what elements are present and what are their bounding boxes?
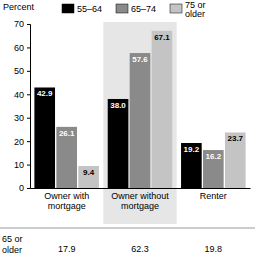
y-tick: 70 <box>14 19 30 29</box>
bar <box>225 132 246 188</box>
data-label: 57.6 <box>132 55 148 64</box>
y-tick: 40 <box>14 90 30 100</box>
legend-swatch <box>62 4 74 13</box>
bar <box>108 99 129 188</box>
legend-item: 75 orolder <box>170 0 206 19</box>
y-tick: 20 <box>14 137 30 147</box>
y-tick-label: 40 <box>14 90 24 100</box>
bar <box>203 150 224 188</box>
data-label: 67.1 <box>154 33 170 42</box>
legend-item: 65–74 <box>116 4 156 14</box>
x-tick: Owner withoutmortgage <box>111 188 169 211</box>
y-tick: 0 <box>19 183 30 193</box>
y-tick: 50 <box>14 66 30 76</box>
text-line: 65 or <box>2 234 23 244</box>
y-tick-label: 0 <box>19 183 24 193</box>
text-line: Owner without <box>111 191 169 201</box>
legend: 55–64 65–74 75 orolder <box>62 0 206 19</box>
table-row-label: 65 orolder <box>2 234 23 255</box>
data-label: 38.0 <box>110 101 126 110</box>
text-line: older <box>2 245 22 255</box>
table: 65 orolder 17.9 62.3 19.8 <box>0 228 255 255</box>
bars <box>34 31 245 188</box>
chart: 42.9 38.0 19.2 26.1 57.6 16.2 9.4 67.1 23.7 0 10 20… <box>0 0 255 262</box>
legend-label: 75 orolder <box>185 0 206 19</box>
bar <box>181 143 202 188</box>
x-axis-line <box>31 188 251 189</box>
y-axis-title: Percent <box>3 2 35 12</box>
legend-label: 55–64 <box>77 4 102 14</box>
bar <box>130 53 151 188</box>
text-line: 65–74 <box>131 4 156 14</box>
x-tick-label: Owner withmortgage <box>44 191 89 211</box>
data-label: 26.1 <box>59 129 75 138</box>
y-tick-label: 50 <box>14 66 24 76</box>
y-tick-mark <box>27 141 30 142</box>
data-labels: 42.9 38.0 19.2 26.1 57.6 16.2 9.4 67.1 23.7 <box>37 33 244 177</box>
y-tick-label: 20 <box>14 137 24 147</box>
table-rule <box>0 228 255 229</box>
x-tick: Renter <box>200 188 227 201</box>
table-cell: 19.8 <box>205 244 223 254</box>
data-label: 23.7 <box>228 134 244 143</box>
y-tick-mark <box>27 118 30 119</box>
data-label: 19.2 <box>184 145 200 154</box>
text-line: 55–64 <box>77 4 102 14</box>
y-tick-label: 60 <box>14 43 24 53</box>
bar <box>34 87 55 188</box>
y-tick-mark <box>27 47 30 48</box>
y-tick-mark <box>27 188 30 189</box>
y-tick: 60 <box>14 43 30 53</box>
data-label: 9.4 <box>83 168 95 177</box>
x-axis: Owner withmortgageOwner withoutmortgageR… <box>31 188 251 211</box>
text-line: mortgage <box>121 201 159 211</box>
y-tick-mark <box>27 24 30 25</box>
table-cell: 17.9 <box>58 244 76 254</box>
x-tick-label: Renter <box>200 191 227 201</box>
y-tick-label: 70 <box>14 19 24 29</box>
table-cell: 62.3 <box>131 244 149 254</box>
legend-swatch <box>170 4 182 13</box>
text-line: older <box>185 9 205 19</box>
y-axis-line <box>27 25 31 189</box>
bar <box>152 31 173 188</box>
text-line: Owner with <box>44 191 89 201</box>
data-label: 16.2 <box>206 152 222 161</box>
bar <box>56 127 77 188</box>
y-tick-label: 10 <box>14 160 24 170</box>
y-tick-label: 30 <box>14 113 24 123</box>
x-tick: Owner withmortgage <box>44 188 89 211</box>
y-tick: 10 <box>14 160 30 170</box>
group-shading <box>103 22 176 224</box>
y-tick-mark <box>27 71 30 72</box>
bar <box>78 166 99 188</box>
y-tick-mark <box>27 94 30 95</box>
legend-swatch <box>116 4 128 13</box>
text-line: Renter <box>200 191 227 201</box>
x-tick-label: Owner withoutmortgage <box>111 191 169 211</box>
y-axis: 0 10 20 30 40 50 60 70 <box>14 19 31 193</box>
text-line: mortgage <box>48 201 86 211</box>
group-band <box>103 22 176 224</box>
y-tick-mark <box>27 165 30 166</box>
y-tick: 30 <box>14 113 30 123</box>
legend-label: 65–74 <box>131 4 156 14</box>
legend-item: 55–64 <box>62 4 102 14</box>
data-label: 42.9 <box>37 89 53 98</box>
